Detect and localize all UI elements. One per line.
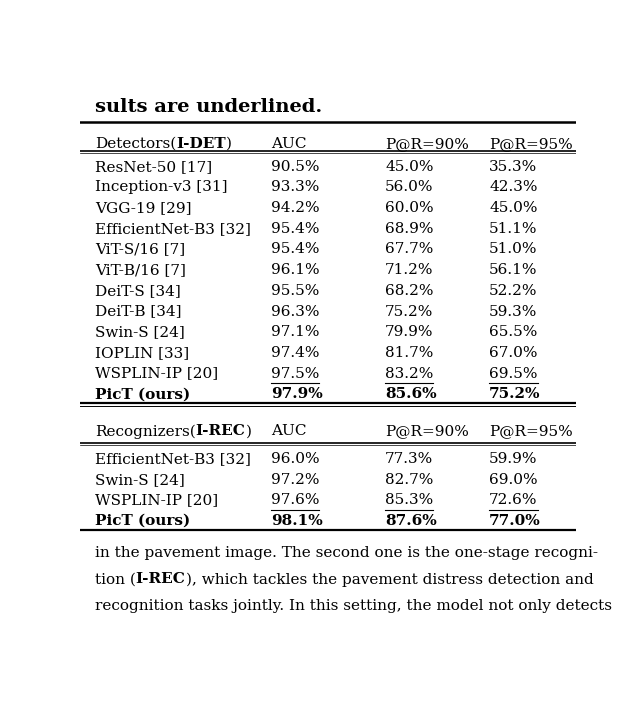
Text: 85.3%: 85.3% xyxy=(385,493,433,508)
Text: I-REC: I-REC xyxy=(196,425,246,438)
Text: 51.1%: 51.1% xyxy=(489,222,538,236)
Text: P@R=90%: P@R=90% xyxy=(385,137,469,150)
Text: 83.2%: 83.2% xyxy=(385,367,433,380)
Text: 85.6%: 85.6% xyxy=(385,387,436,401)
Text: ): ) xyxy=(246,425,252,438)
Text: Inception-v3 [31]: Inception-v3 [31] xyxy=(95,180,227,195)
Text: 67.0%: 67.0% xyxy=(489,346,538,360)
Text: 97.2%: 97.2% xyxy=(271,473,319,487)
Text: 81.7%: 81.7% xyxy=(385,346,433,360)
Text: 75.2%: 75.2% xyxy=(489,387,541,401)
Text: Recognizers(: Recognizers( xyxy=(95,425,196,439)
Text: Swin-S [24]: Swin-S [24] xyxy=(95,325,184,339)
Text: 95.4%: 95.4% xyxy=(271,222,319,236)
Text: ): ) xyxy=(226,137,232,150)
Text: 35.3%: 35.3% xyxy=(489,160,538,174)
Text: 96.1%: 96.1% xyxy=(271,263,319,277)
Text: in the pavement image. The second one is the one-stage recogni-: in the pavement image. The second one is… xyxy=(95,546,598,560)
Text: 97.9%: 97.9% xyxy=(271,387,323,401)
Text: 87.6%: 87.6% xyxy=(385,514,436,528)
Text: AUC: AUC xyxy=(271,137,307,150)
Text: 95.5%: 95.5% xyxy=(271,284,319,298)
Text: 65.5%: 65.5% xyxy=(489,325,538,339)
Text: 77.3%: 77.3% xyxy=(385,452,433,466)
Text: 68.2%: 68.2% xyxy=(385,284,433,298)
Text: IOPLIN [33]: IOPLIN [33] xyxy=(95,346,189,360)
Text: 59.9%: 59.9% xyxy=(489,452,538,466)
Text: 71.2%: 71.2% xyxy=(385,263,433,277)
Text: Recognizers(: Recognizers( xyxy=(95,425,196,439)
Text: 52.2%: 52.2% xyxy=(489,284,538,298)
Text: 51.0%: 51.0% xyxy=(489,243,538,256)
Text: VGG-19 [29]: VGG-19 [29] xyxy=(95,201,191,215)
Text: 77.0%: 77.0% xyxy=(489,514,541,528)
Text: Swin-S [24]: Swin-S [24] xyxy=(95,473,184,487)
Text: 45.0%: 45.0% xyxy=(489,201,538,215)
Text: PicT (ours): PicT (ours) xyxy=(95,387,190,401)
Text: EfficientNet-B3 [32]: EfficientNet-B3 [32] xyxy=(95,452,251,466)
Text: I-REC: I-REC xyxy=(196,425,246,438)
Text: 90.5%: 90.5% xyxy=(271,160,319,174)
Text: P@R=90%: P@R=90% xyxy=(385,425,469,438)
Text: 60.0%: 60.0% xyxy=(385,201,434,215)
Text: 97.6%: 97.6% xyxy=(271,493,319,508)
Text: 94.2%: 94.2% xyxy=(271,201,319,215)
Text: 95.4%: 95.4% xyxy=(271,243,319,256)
Text: tion (: tion ( xyxy=(95,572,136,586)
Text: I-DET: I-DET xyxy=(176,137,226,150)
Text: ), which tackles the pavement distress detection and: ), which tackles the pavement distress d… xyxy=(186,572,593,586)
Text: 67.7%: 67.7% xyxy=(385,243,433,256)
Text: WSPLIN-IP [20]: WSPLIN-IP [20] xyxy=(95,493,218,508)
Text: 96.0%: 96.0% xyxy=(271,452,319,466)
Text: 93.3%: 93.3% xyxy=(271,180,319,195)
Text: Detectors(: Detectors( xyxy=(95,137,176,150)
Text: P@R=95%: P@R=95% xyxy=(489,425,573,438)
Text: I-REC: I-REC xyxy=(136,572,186,586)
Text: 75.2%: 75.2% xyxy=(385,304,433,319)
Text: sults are underlined.: sults are underlined. xyxy=(95,98,322,116)
Text: DeiT-S [34]: DeiT-S [34] xyxy=(95,284,180,298)
Text: 97.5%: 97.5% xyxy=(271,367,319,380)
Text: tion (: tion ( xyxy=(95,572,136,586)
Text: WSPLIN-IP [20]: WSPLIN-IP [20] xyxy=(95,367,218,380)
Text: ), which tackles the pavement distress detection and: ), which tackles the pavement distress d… xyxy=(186,572,593,586)
Text: 45.0%: 45.0% xyxy=(385,160,433,174)
Text: ): ) xyxy=(226,137,232,150)
Text: ResNet-50 [17]: ResNet-50 [17] xyxy=(95,160,212,174)
Text: 56.1%: 56.1% xyxy=(489,263,538,277)
Text: 98.1%: 98.1% xyxy=(271,514,323,528)
Text: ViT-B/16 [7]: ViT-B/16 [7] xyxy=(95,263,186,277)
Text: 82.7%: 82.7% xyxy=(385,473,433,487)
Text: 79.9%: 79.9% xyxy=(385,325,433,339)
Text: ViT-S/16 [7]: ViT-S/16 [7] xyxy=(95,243,185,256)
Text: ): ) xyxy=(246,425,252,438)
Text: recognition tasks jointly. In this setting, the model not only detects: recognition tasks jointly. In this setti… xyxy=(95,599,612,613)
Text: Detectors(: Detectors( xyxy=(95,137,176,150)
Text: 97.4%: 97.4% xyxy=(271,346,319,360)
Text: AUC: AUC xyxy=(271,425,307,438)
Text: EfficientNet-B3 [32]: EfficientNet-B3 [32] xyxy=(95,222,251,236)
Text: PicT (ours): PicT (ours) xyxy=(95,514,190,528)
Text: DeiT-B [34]: DeiT-B [34] xyxy=(95,304,181,319)
Text: 56.0%: 56.0% xyxy=(385,180,433,195)
Text: 69.5%: 69.5% xyxy=(489,367,538,380)
Text: I-REC: I-REC xyxy=(136,572,186,586)
Text: 96.3%: 96.3% xyxy=(271,304,319,319)
Text: P@R=95%: P@R=95% xyxy=(489,137,573,150)
Text: I-DET: I-DET xyxy=(176,137,226,150)
Text: 72.6%: 72.6% xyxy=(489,493,538,508)
Text: 42.3%: 42.3% xyxy=(489,180,538,195)
Text: 68.9%: 68.9% xyxy=(385,222,433,236)
Text: 69.0%: 69.0% xyxy=(489,473,538,487)
Text: 97.1%: 97.1% xyxy=(271,325,319,339)
Text: 59.3%: 59.3% xyxy=(489,304,538,319)
